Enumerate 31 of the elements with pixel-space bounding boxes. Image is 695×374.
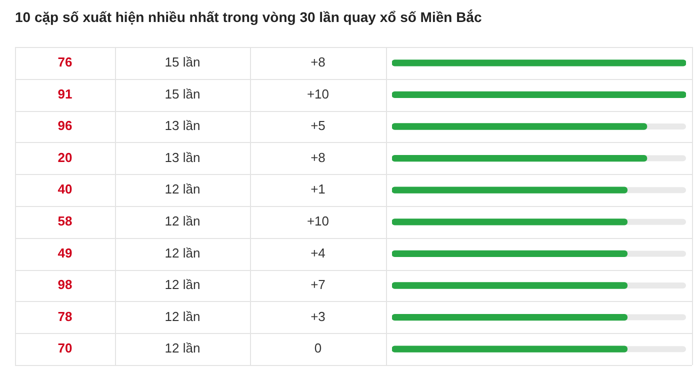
y-tick-label: 91 [58, 86, 72, 102]
y-tick-label: 49 [58, 245, 72, 260]
data-label: 12 lần [164, 340, 200, 356]
y-tick-label: 20 [58, 150, 72, 165]
text: +8 [310, 54, 326, 70]
data-label: 12 lần [164, 308, 200, 324]
y-tick-label: 58 [58, 213, 72, 228]
data-label: 13 lần [164, 150, 200, 165]
data-label: 12 lần [164, 245, 200, 260]
text: 0 [314, 340, 322, 356]
y-tick-label: 70 [58, 340, 72, 356]
text: +5 [310, 118, 326, 134]
data-label: 12 lần [164, 277, 200, 292]
data-label: 13 lần [164, 118, 200, 134]
data-label: 15 lần [164, 86, 200, 102]
y-tick-label: 96 [58, 118, 72, 134]
text: +1 [310, 182, 326, 197]
y-tick-label: 98 [58, 277, 72, 292]
text: +7 [310, 277, 326, 292]
text: +4 [310, 245, 326, 260]
y-tick-label: 78 [58, 308, 72, 324]
text: +8 [310, 150, 326, 165]
data-label: 12 lần [164, 182, 200, 197]
text: 10 cặp số xuất hiện nhiều nhất trong vòng 30 lần quay xổ số Miền Bắc [15, 9, 482, 25]
text: +3 [310, 308, 326, 324]
y-tick-label: 76 [58, 54, 72, 70]
y-tick-label: 40 [58, 182, 72, 197]
text: +10 [306, 86, 330, 102]
text: +10 [306, 213, 330, 228]
data-label: 15 lần [164, 54, 200, 70]
data-label: 12 lần [164, 213, 200, 228]
